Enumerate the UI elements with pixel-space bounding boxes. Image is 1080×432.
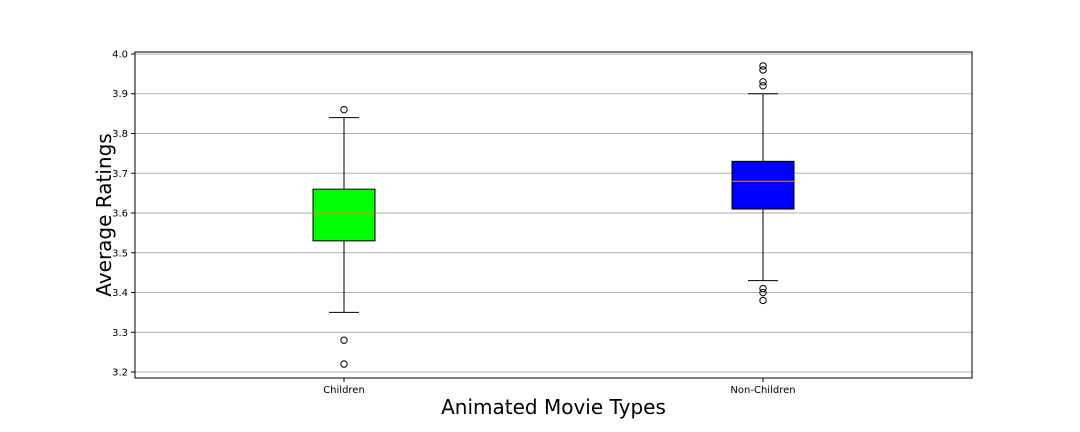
outlier-point xyxy=(759,296,767,305)
outlier-point xyxy=(759,284,767,293)
box xyxy=(731,160,795,210)
outlier-point xyxy=(759,62,767,70)
y-axis-label: Average Ratings xyxy=(92,133,116,296)
y-tick-label: 3.4 xyxy=(112,288,128,299)
outlier-point xyxy=(759,82,767,90)
y-axis: 3.2 3.3 3.4 3.5 3.6 3.7 3.8 3.9 4.0 xyxy=(112,49,135,379)
outlier-point xyxy=(759,78,767,86)
outlier-point xyxy=(340,336,348,344)
outlier-point xyxy=(759,66,767,74)
x-axis: Children Non-Children xyxy=(323,378,796,396)
box xyxy=(312,188,376,242)
grid-lines xyxy=(135,53,972,373)
y-tick-label: 4.0 xyxy=(112,49,128,60)
x-tick-label: Children xyxy=(323,385,365,396)
box-group-non-children xyxy=(731,62,795,305)
box-plot-series xyxy=(312,62,795,368)
x-tick-label: Non-Children xyxy=(730,385,795,396)
y-tick-label: 3.9 xyxy=(112,89,128,100)
box-group-children xyxy=(312,105,376,368)
y-tick-label: 3.7 xyxy=(112,169,128,180)
outlier-point xyxy=(340,105,348,114)
y-tick-label: 3.3 xyxy=(112,328,128,339)
y-tick-label: 3.2 xyxy=(112,368,128,379)
outlier-point xyxy=(340,360,348,368)
y-tick-label: 3.5 xyxy=(112,248,128,259)
x-axis-label: Animated Movie Types xyxy=(441,395,666,419)
y-tick-label: 3.6 xyxy=(112,209,128,220)
plot-area-frame xyxy=(134,51,973,379)
outlier-point xyxy=(759,288,767,297)
y-tick-label: 3.8 xyxy=(112,129,128,140)
